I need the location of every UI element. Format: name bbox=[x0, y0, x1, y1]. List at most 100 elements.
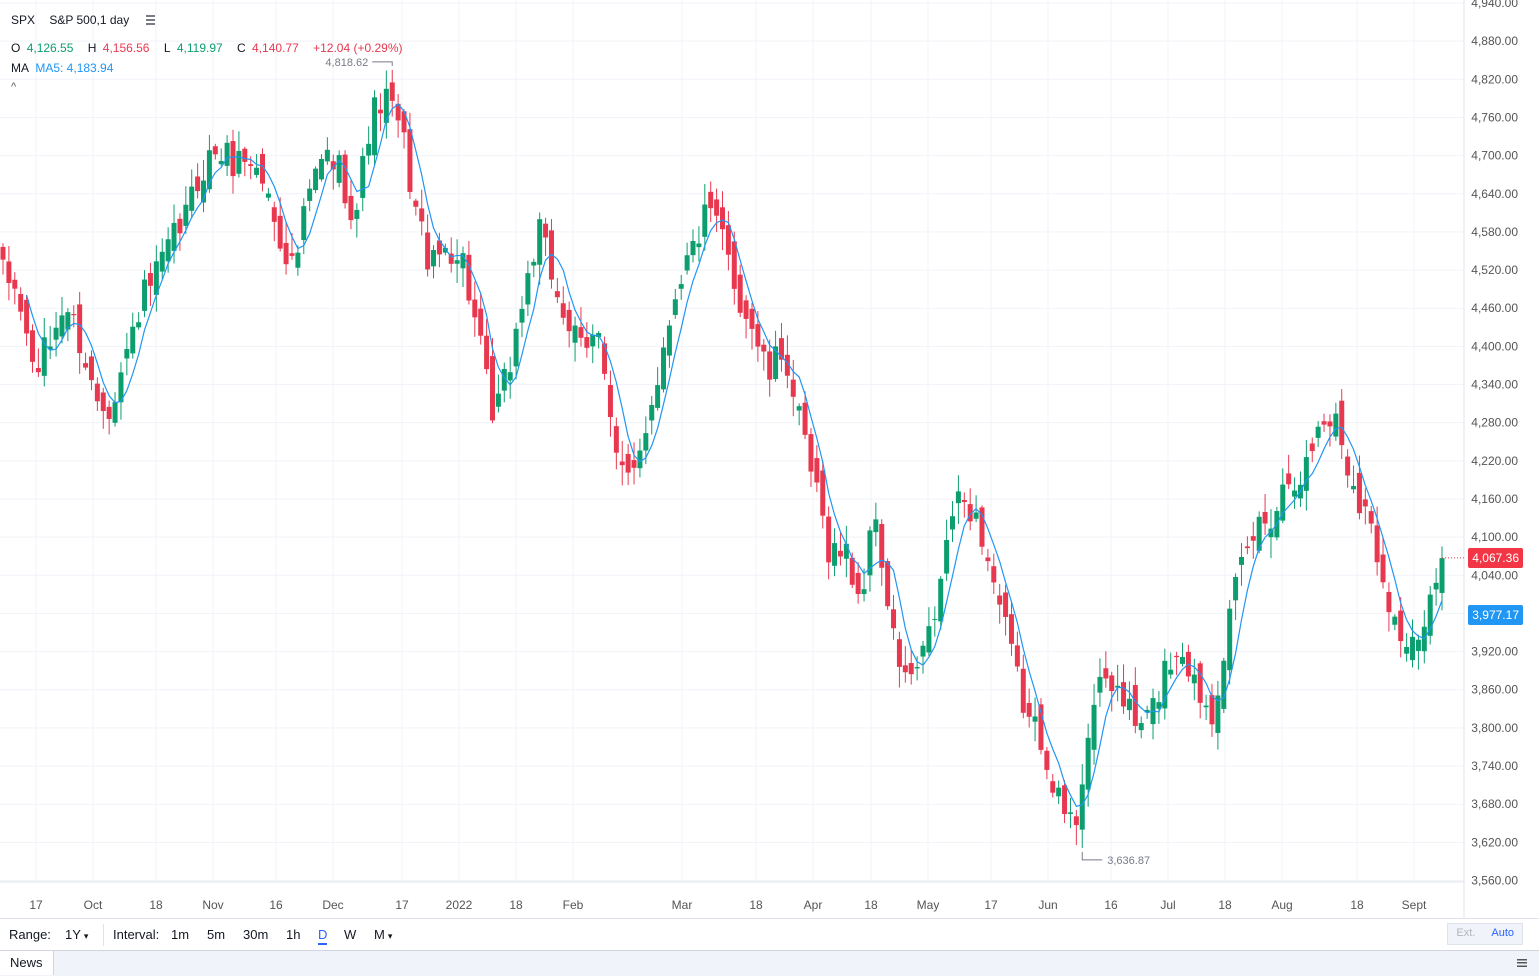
candle-body bbox=[1439, 558, 1445, 593]
candle-body bbox=[720, 207, 725, 230]
interval-1h[interactable]: 1h bbox=[286, 927, 301, 942]
candle-body bbox=[383, 88, 389, 123]
candle-body bbox=[236, 150, 242, 174]
candle-body bbox=[1221, 660, 1227, 709]
x-tick-label: 18 bbox=[864, 898, 878, 912]
interval-1m[interactable]: 1m bbox=[171, 927, 190, 942]
last-price-tag: 4,067.36 bbox=[1468, 547, 1523, 568]
candle-body bbox=[1162, 660, 1168, 709]
candle-body bbox=[6, 261, 12, 283]
x-tick-label: Apr bbox=[804, 898, 823, 912]
symbol-ticker[interactable]: SPX bbox=[11, 13, 36, 27]
legend-symbol-row: SPX S&P 500,1 day bbox=[11, 13, 158, 27]
candle-body bbox=[631, 460, 637, 468]
candle-body bbox=[678, 284, 684, 289]
candle-body bbox=[1309, 443, 1315, 452]
candle-body bbox=[749, 308, 755, 329]
candle-body bbox=[690, 240, 696, 256]
interval-d[interactable]: D bbox=[318, 927, 328, 945]
ext-button[interactable]: Ext. bbox=[1448, 924, 1484, 944]
y-tick-label: 4,340.00 bbox=[1471, 378, 1518, 392]
candle-body bbox=[991, 566, 997, 583]
candle-body bbox=[212, 146, 218, 155]
interval-30m[interactable]: 30m bbox=[243, 927, 269, 942]
candle-body bbox=[1062, 785, 1068, 814]
candle-body bbox=[242, 148, 248, 162]
x-tick-label: 16 bbox=[1104, 898, 1118, 912]
candle-body bbox=[1091, 704, 1097, 750]
auto-button[interactable]: Auto bbox=[1483, 924, 1522, 944]
candle-body bbox=[354, 209, 360, 219]
x-tick-label: Nov bbox=[202, 898, 223, 912]
candle-body bbox=[979, 507, 985, 547]
close-label: C bbox=[237, 41, 246, 55]
legend-collapse-button[interactable]: ^ bbox=[11, 81, 17, 93]
candle-body bbox=[1126, 698, 1132, 711]
candle-body bbox=[737, 274, 743, 313]
candle-body bbox=[313, 168, 319, 191]
y-tick-label: 4,760.00 bbox=[1471, 110, 1518, 124]
menu-icon[interactable] bbox=[1517, 959, 1527, 967]
candle-body bbox=[855, 572, 861, 595]
candle-body bbox=[1038, 704, 1044, 750]
candle-body bbox=[861, 589, 867, 595]
x-tick-label: 17 bbox=[395, 898, 409, 912]
candle-body bbox=[1315, 426, 1321, 438]
candle-body bbox=[436, 240, 442, 255]
candle-body bbox=[106, 406, 112, 419]
x-tick-label: May bbox=[917, 898, 940, 912]
ma-label[interactable]: MA bbox=[11, 61, 29, 75]
candle-body bbox=[94, 383, 100, 402]
low-marker bbox=[1081, 851, 1103, 861]
candle-body bbox=[495, 393, 501, 407]
candle-body bbox=[1262, 512, 1268, 524]
candle-body bbox=[360, 156, 366, 198]
candle-body bbox=[955, 491, 961, 504]
candle-body bbox=[784, 354, 790, 376]
candle-body bbox=[525, 273, 531, 305]
candle-body bbox=[1362, 499, 1368, 507]
candle-body bbox=[802, 402, 808, 435]
candle-body bbox=[908, 663, 914, 675]
candle-body bbox=[1398, 610, 1404, 642]
candle-body bbox=[1404, 646, 1410, 654]
y-tick-label: 4,040.00 bbox=[1471, 568, 1518, 582]
candle-body bbox=[625, 453, 631, 473]
candle-body bbox=[938, 578, 944, 622]
candle-body bbox=[790, 379, 796, 397]
candle-body bbox=[1374, 525, 1380, 563]
interval-5m[interactable]: 5m bbox=[207, 927, 226, 942]
candle-body bbox=[537, 219, 543, 265]
ma-value: MA5: 4,183.94 bbox=[35, 61, 114, 75]
y-tick-label: 4,400.00 bbox=[1471, 339, 1518, 353]
candle-body bbox=[554, 291, 560, 298]
price-chart[interactable]: 3,560.00 3,620.00 3,680.00 3,740.00 3,800.00… bbox=[0, 0, 1539, 918]
range-select[interactable]: 1Y bbox=[65, 927, 88, 942]
candle-body bbox=[1244, 546, 1250, 549]
candle-body bbox=[395, 103, 401, 121]
candle-body bbox=[808, 434, 814, 472]
candle-body bbox=[708, 191, 714, 209]
candle-body bbox=[967, 504, 973, 522]
news-tab[interactable]: News bbox=[0, 951, 54, 975]
details-icon[interactable] bbox=[145, 15, 155, 25]
candle-body bbox=[41, 337, 47, 376]
interval-w[interactable]: W bbox=[344, 927, 357, 942]
candle-body bbox=[1097, 676, 1103, 693]
y-tick-label: 4,640.00 bbox=[1471, 187, 1518, 201]
interval-m[interactable]: M bbox=[374, 927, 392, 942]
low-annotation: 3,636.87 bbox=[1107, 855, 1150, 867]
candle-body bbox=[761, 344, 767, 352]
x-tick-label: Feb bbox=[563, 898, 584, 912]
candle-body bbox=[0, 246, 6, 260]
y-tick-label: 3,800.00 bbox=[1471, 721, 1518, 735]
y-tick-label: 3,620.00 bbox=[1471, 835, 1518, 849]
change-value: +12.04 (+0.29%) bbox=[313, 41, 403, 55]
candle-body bbox=[873, 519, 879, 533]
candle-body bbox=[832, 543, 838, 566]
x-tick-label: Sept bbox=[1402, 898, 1427, 912]
candle-body bbox=[1256, 516, 1262, 551]
candle-body bbox=[560, 303, 566, 318]
candle-body bbox=[566, 309, 572, 332]
candle-body bbox=[466, 254, 472, 301]
